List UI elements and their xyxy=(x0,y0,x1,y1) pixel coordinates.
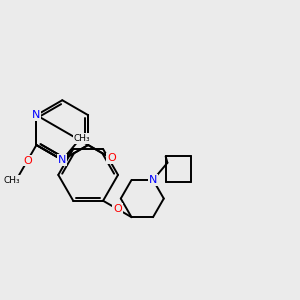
Text: CH₃: CH₃ xyxy=(4,176,20,185)
Text: O: O xyxy=(113,204,122,214)
Text: CH₃: CH₃ xyxy=(74,134,90,143)
Text: N: N xyxy=(32,110,41,120)
Text: N: N xyxy=(149,175,157,185)
Text: O: O xyxy=(23,155,32,166)
Text: N: N xyxy=(58,155,67,165)
Text: O: O xyxy=(107,154,116,164)
